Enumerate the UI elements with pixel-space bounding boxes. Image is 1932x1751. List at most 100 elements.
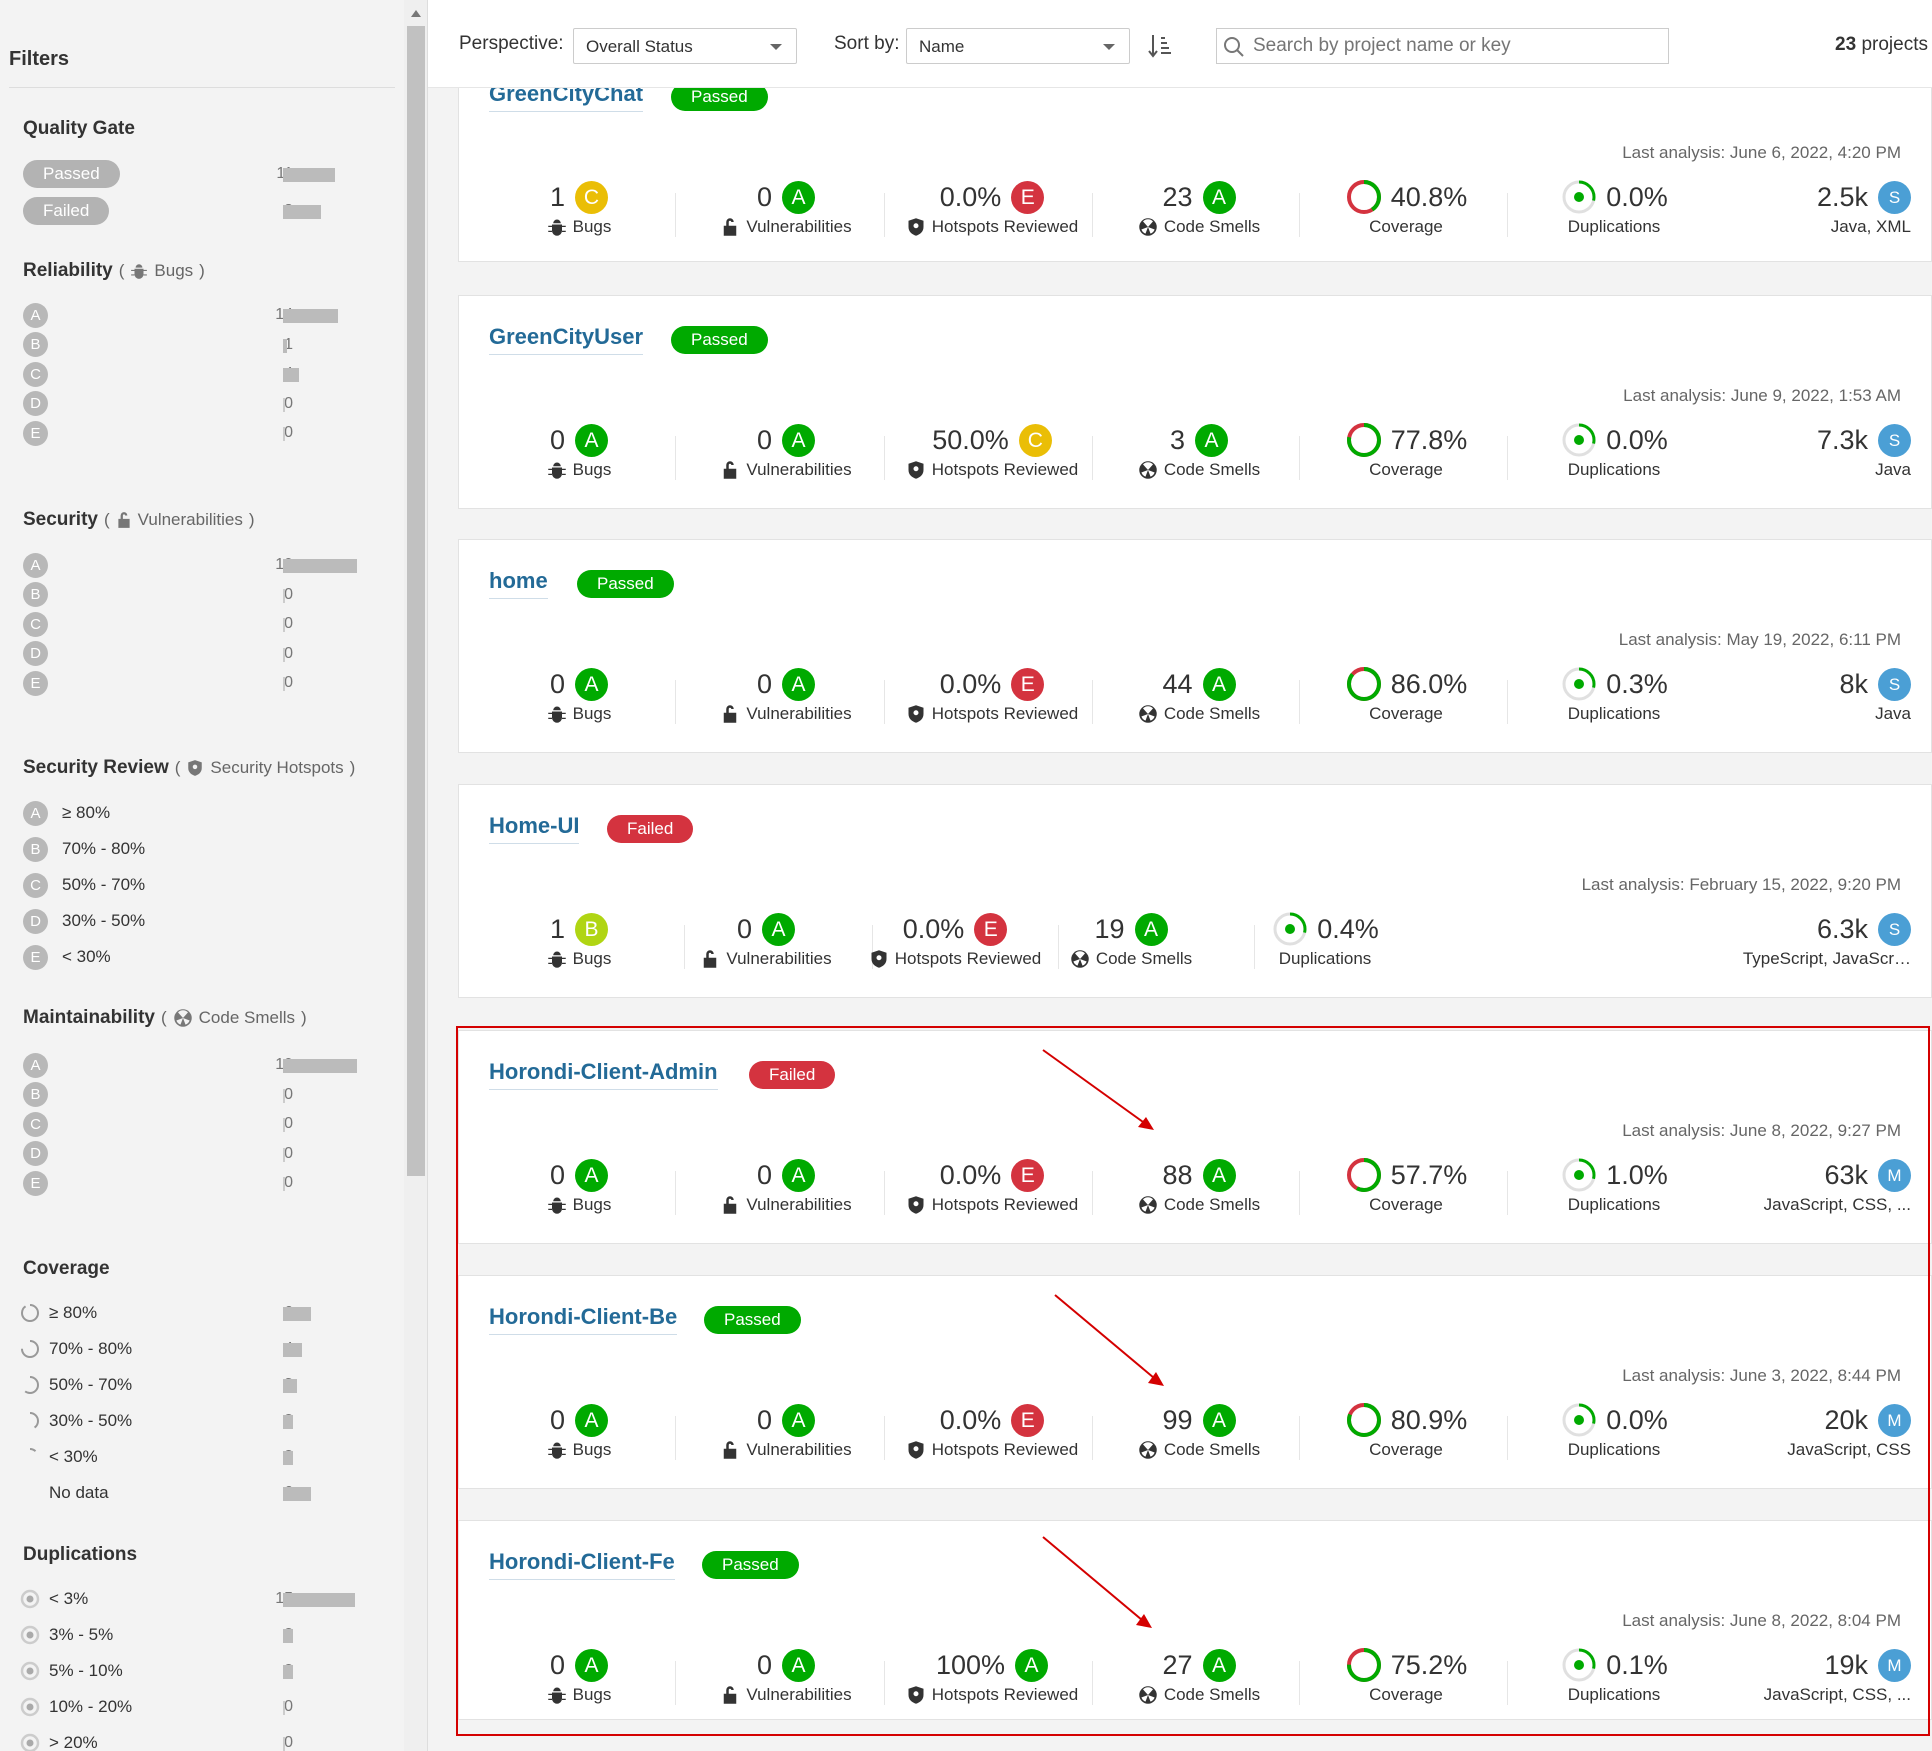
bugs-metric[interactable]: 0 A Bugs xyxy=(474,666,684,724)
metric-value[interactable]: 0 xyxy=(756,1649,773,1680)
project-name-link[interactable]: Home-UI xyxy=(489,813,580,844)
coverage-value[interactable]: 77.8% xyxy=(1390,424,1468,455)
code-smells-metric[interactable]: 19 A Code Smells xyxy=(1026,911,1236,969)
metric-value[interactable]: 0 xyxy=(756,424,773,455)
failed-pill[interactable]: Failed xyxy=(23,197,110,225)
duplications-metric[interactable]: 0.0% Duplications xyxy=(1509,422,1719,480)
project-name-link[interactable]: home xyxy=(489,568,548,599)
passed-pill[interactable]: Passed xyxy=(23,160,120,188)
metric-value[interactable]: 0.0% xyxy=(939,1404,1002,1435)
bugs-metric[interactable]: 0 A Bugs xyxy=(474,1402,684,1460)
rating-badge[interactable]: E xyxy=(1011,1403,1045,1437)
filter-row-reliability-c[interactable]: C4 xyxy=(23,359,383,389)
hotspots-metric[interactable]: 50.0% C Hotspots Reviewed xyxy=(887,422,1097,480)
hotspots-metric[interactable]: 0.0% E Hotspots Reviewed xyxy=(850,911,1060,969)
scrollbar-thumb[interactable] xyxy=(407,26,425,1176)
rating-badge[interactable]: A xyxy=(575,423,609,457)
coverage-metric[interactable]: 86.0% Coverage xyxy=(1301,666,1511,724)
bugs-metric[interactable]: 0 A Bugs xyxy=(474,422,684,480)
duplications-metric[interactable]: 0.4% Duplications xyxy=(1220,911,1430,969)
duplications-metric[interactable]: 0.3% Duplications xyxy=(1509,666,1719,724)
project-name-link[interactable]: Horondi-Client-Admin xyxy=(489,1059,718,1090)
rating-badge[interactable]: A xyxy=(1015,1648,1049,1682)
rating-badge[interactable]: A xyxy=(1202,1648,1236,1682)
rating-badge[interactable]: A xyxy=(762,912,796,946)
perspective-select[interactable]: Overall Status xyxy=(573,28,797,64)
rating-badge[interactable]: E xyxy=(1011,667,1045,701)
coverage-metric[interactable]: 80.9% Coverage xyxy=(1301,1402,1511,1460)
filter-row-security-review-d[interactable]: D 30% - 50% xyxy=(23,906,383,936)
filter-row-coverage-2[interactable]: 50% - 70%3 xyxy=(11,1370,371,1400)
coverage-metric[interactable]: 40.8% Coverage xyxy=(1301,179,1511,237)
rating-badge[interactable]: C xyxy=(575,180,609,214)
duplications-metric[interactable]: 0.0% Duplications xyxy=(1509,179,1719,237)
filter-row-coverage-1[interactable]: 70% - 80%4 xyxy=(11,1334,371,1364)
coverage-metric[interactable]: 75.2% Coverage xyxy=(1301,1647,1511,1705)
filter-row-duplications-0[interactable]: < 3%15 xyxy=(11,1584,371,1614)
bugs-metric[interactable]: 0 A Bugs xyxy=(474,1157,684,1215)
filter-row-duplications-2[interactable]: 5% - 10%2 xyxy=(11,1656,371,1686)
code-smells-metric[interactable]: 99 A Code Smells xyxy=(1094,1402,1304,1460)
rating-badge[interactable]: A xyxy=(1195,423,1229,457)
rating-badge[interactable]: A xyxy=(782,423,816,457)
sort-order-icon[interactable] xyxy=(1148,32,1174,60)
metric-value[interactable]: 99 xyxy=(1162,1404,1193,1435)
filter-row-security-review-b[interactable]: B 70% - 80% xyxy=(23,834,383,864)
rating-badge[interactable]: A xyxy=(782,1158,816,1192)
vulnerabilities-metric[interactable]: 0 A Vulnerabilities xyxy=(681,1157,891,1215)
filter-row-coverage-0[interactable]: ≥ 80%6 xyxy=(11,1298,371,1328)
duplications-value[interactable]: 0.4% xyxy=(1317,913,1379,944)
duplications-value[interactable]: 0.3% xyxy=(1606,668,1668,699)
rating-badge[interactable]: A xyxy=(575,1648,609,1682)
metric-value[interactable]: 0 xyxy=(736,913,753,944)
rating-badge[interactable]: E xyxy=(1011,1158,1045,1192)
metric-value[interactable]: 0 xyxy=(549,1404,566,1435)
duplications-value[interactable]: 0.0% xyxy=(1606,424,1668,455)
metric-value[interactable]: 0 xyxy=(756,1404,773,1435)
bugs-metric[interactable]: 0 A Bugs xyxy=(474,1647,684,1705)
rating-badge[interactable]: A xyxy=(782,1403,816,1437)
filter-row-failed[interactable]: Failed 8 xyxy=(23,196,383,226)
code-smells-metric[interactable]: 44 A Code Smells xyxy=(1094,666,1304,724)
metric-value[interactable]: 1 xyxy=(549,913,566,944)
metric-value[interactable]: 0 xyxy=(549,1649,566,1680)
rating-badge[interactable]: A xyxy=(782,180,816,214)
filter-row-security-a[interactable]: A19 xyxy=(23,550,383,580)
bugs-metric[interactable]: 1 B Bugs xyxy=(474,911,684,969)
hotspots-metric[interactable]: 100% A Hotspots Reviewed xyxy=(887,1647,1097,1705)
filter-row-coverage-3[interactable]: 30% - 50%2 xyxy=(11,1406,371,1436)
rating-badge[interactable]: A xyxy=(575,1158,609,1192)
vulnerabilities-metric[interactable]: 0 A Vulnerabilities xyxy=(681,422,891,480)
metric-value[interactable]: 0 xyxy=(549,1159,566,1190)
vulnerabilities-metric[interactable]: 0 A Vulnerabilities xyxy=(681,179,891,237)
metric-value[interactable]: 0.0% xyxy=(939,1159,1002,1190)
filter-row-coverage-4[interactable]: < 30%2 xyxy=(11,1442,371,1472)
vulnerabilities-metric[interactable]: 0 A Vulnerabilities xyxy=(681,1647,891,1705)
filter-row-maintainability-a[interactable]: A19 xyxy=(23,1050,383,1080)
metric-value[interactable]: 0 xyxy=(756,181,773,212)
filter-row-security-review-e[interactable]: E < 30% xyxy=(23,942,383,972)
hotspots-metric[interactable]: 0.0% E Hotspots Reviewed xyxy=(887,666,1097,724)
sortby-select[interactable]: Name xyxy=(906,28,1130,64)
duplications-metric[interactable]: 1.0% Duplications xyxy=(1509,1157,1719,1215)
metric-value[interactable]: 0.0% xyxy=(939,668,1002,699)
hotspots-metric[interactable]: 0.0% E Hotspots Reviewed xyxy=(887,1157,1097,1215)
coverage-value[interactable]: 75.2% xyxy=(1390,1649,1468,1680)
vulnerabilities-metric[interactable]: 0 A Vulnerabilities xyxy=(681,1402,891,1460)
coverage-metric[interactable]: 57.7% Coverage xyxy=(1301,1157,1511,1215)
coverage-metric[interactable]: 77.8% Coverage xyxy=(1301,422,1511,480)
filter-row-duplications-1[interactable]: 3% - 5%2 xyxy=(11,1620,371,1650)
filter-row-passed[interactable]: Passed 11 xyxy=(23,159,383,189)
filter-row-reliability-a[interactable]: A14 xyxy=(23,300,383,330)
filter-row-duplications-4[interactable]: > 20% 0 xyxy=(11,1728,371,1751)
project-name-link[interactable]: Horondi-Client-Fe xyxy=(489,1549,675,1580)
code-smells-metric[interactable]: 23 A Code Smells xyxy=(1094,179,1304,237)
